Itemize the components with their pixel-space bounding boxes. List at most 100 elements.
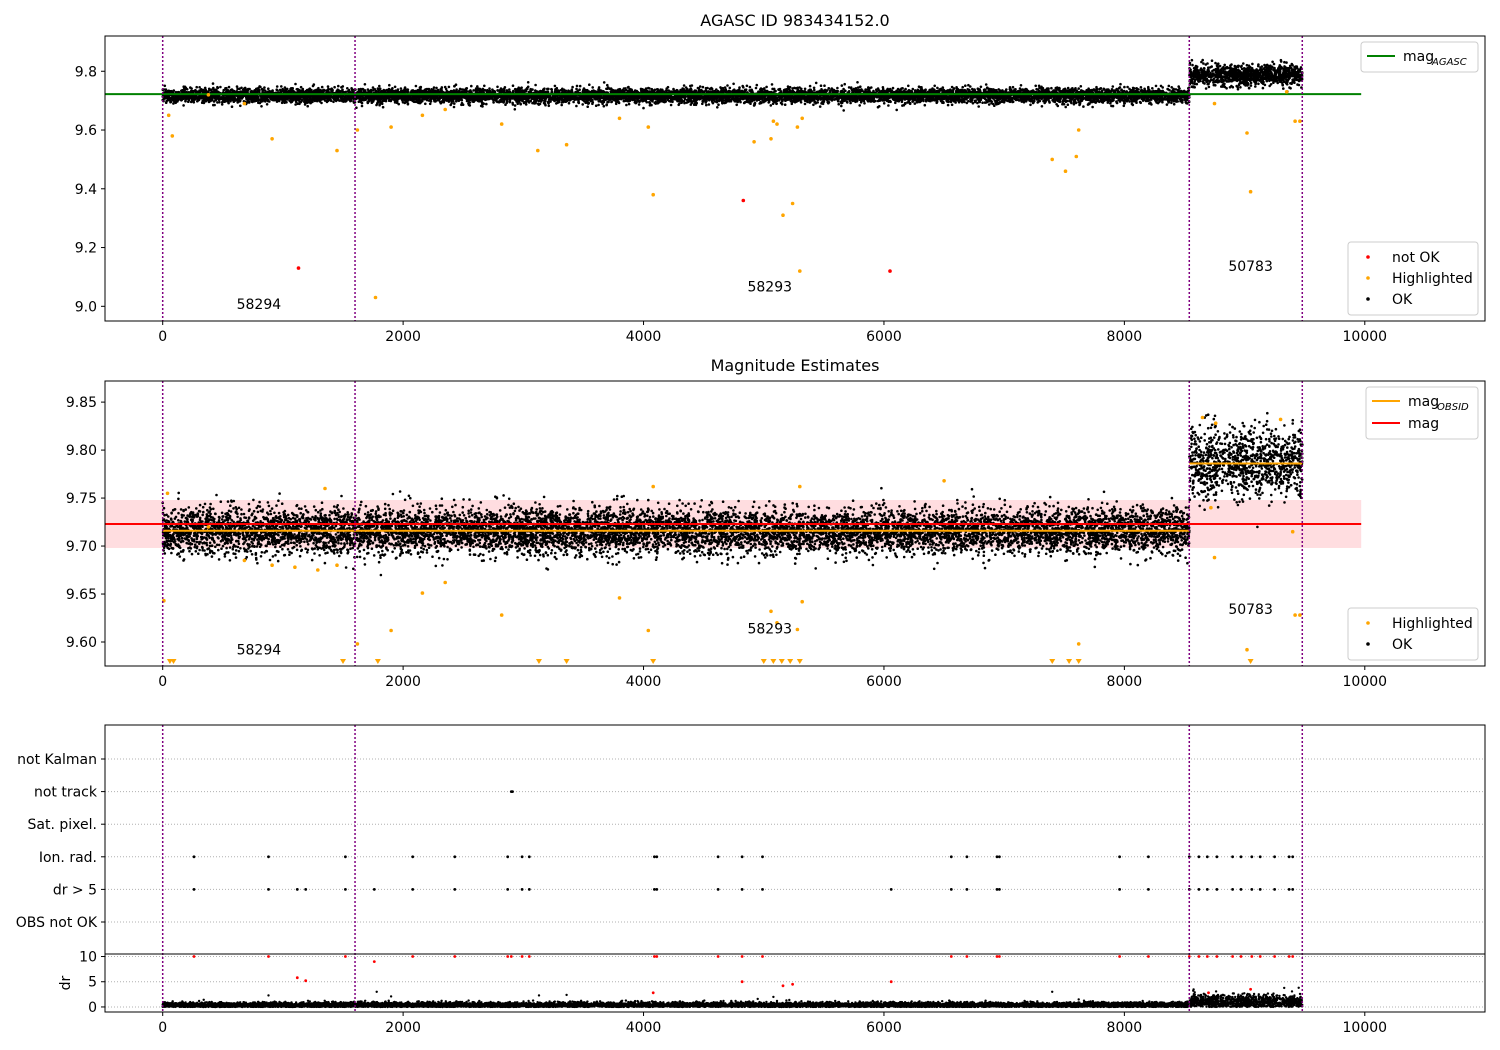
ok-point: [741, 84, 744, 88]
ok-point: [360, 104, 364, 108]
ok-point: [1161, 86, 1164, 89]
ok-point: [715, 88, 718, 91]
ok-point: [571, 85, 574, 89]
ok-point: [779, 101, 783, 105]
ok-point: [728, 86, 732, 90]
ok-point: [589, 99, 592, 102]
ok-point: [1064, 105, 1067, 109]
ok-point: [393, 85, 397, 89]
ok-point: [946, 103, 950, 107]
ok-point: [849, 101, 852, 105]
ok-point: [363, 83, 367, 86]
ok-point: [950, 85, 954, 89]
ok-point: [553, 84, 557, 88]
ok-point: [745, 84, 749, 88]
ok-point: [306, 104, 310, 108]
ok-point: [771, 102, 775, 105]
ok-point: [842, 109, 845, 112]
ok-point: [863, 102, 866, 105]
ok-point: [263, 86, 266, 89]
ok-point: [1123, 85, 1126, 89]
ok-point: [840, 84, 844, 87]
ok-point: [705, 103, 708, 107]
ok-point: [414, 84, 418, 88]
ok-point: [1011, 85, 1015, 89]
ok-point: [516, 102, 519, 105]
ok-point: [1091, 105, 1094, 109]
ok-point: [1165, 103, 1169, 106]
ok-point: [332, 100, 335, 104]
ok-point: [758, 102, 761, 105]
ok-point: [588, 83, 591, 86]
ok-point: [755, 83, 759, 87]
ok-point: [303, 103, 307, 106]
ok-point: [1119, 82, 1122, 86]
ok-point: [754, 86, 758, 90]
ok-point: [470, 84, 473, 88]
ok-point: [987, 103, 991, 106]
ok-point: [550, 87, 553, 91]
ok-point: [637, 103, 641, 106]
ok-point: [453, 102, 456, 105]
ok-point: [1143, 87, 1146, 91]
ok-point: [707, 103, 711, 106]
ok-point: [646, 89, 649, 93]
ok-point: [1099, 87, 1103, 90]
ok-point: [239, 104, 242, 108]
ok-point: [894, 101, 897, 105]
ok-point: [1100, 89, 1104, 92]
ok-point: [749, 102, 752, 105]
ok-point: [508, 100, 512, 104]
ok-point: [765, 85, 768, 89]
ok-point: [602, 81, 606, 84]
ok-point: [346, 87, 349, 90]
ok-point: [560, 103, 563, 107]
ok-point: [981, 101, 984, 104]
ok-point: [1066, 86, 1070, 90]
ok-point: [803, 102, 807, 106]
ok-point: [625, 103, 628, 107]
ok-point: [452, 105, 456, 109]
ok-point: [182, 104, 185, 107]
ok-point: [965, 101, 969, 105]
ok-point: [1040, 105, 1044, 108]
ok-point: [577, 101, 580, 104]
ok-point: [990, 100, 993, 103]
ok-point: [907, 84, 910, 88]
ok-point: [971, 101, 975, 105]
ok-point: [1066, 103, 1070, 106]
ok-point: [1079, 85, 1083, 88]
ok-point: [543, 87, 546, 90]
ok-point: [769, 104, 773, 107]
ok-point: [735, 103, 738, 107]
ok-point: [774, 89, 777, 93]
ok-point: [952, 87, 956, 90]
ok-point: [465, 87, 469, 90]
ok-point: [211, 82, 215, 85]
ok-point: [647, 86, 650, 90]
ok-point: [572, 100, 575, 104]
ok-point: [1111, 85, 1115, 88]
ok-point: [895, 108, 898, 112]
ok-point: [567, 101, 571, 105]
ok-point: [581, 103, 584, 106]
ok-point: [320, 85, 324, 89]
ok-point: [460, 88, 464, 91]
ok-point: [190, 87, 193, 90]
ok-point: [424, 102, 427, 106]
ok-point: [814, 81, 818, 85]
ok-point: [440, 86, 444, 89]
ok-point: [1130, 102, 1134, 106]
ok-point: [1082, 105, 1085, 108]
ok-point: [961, 85, 964, 89]
ok-point: [1115, 101, 1119, 105]
ok-point: [770, 83, 774, 86]
ok-point: [534, 83, 537, 87]
ok-point: [813, 88, 816, 92]
ok-point: [875, 88, 878, 91]
ok-point: [267, 87, 270, 90]
ok-point: [1050, 86, 1053, 90]
ok-point: [775, 102, 778, 105]
